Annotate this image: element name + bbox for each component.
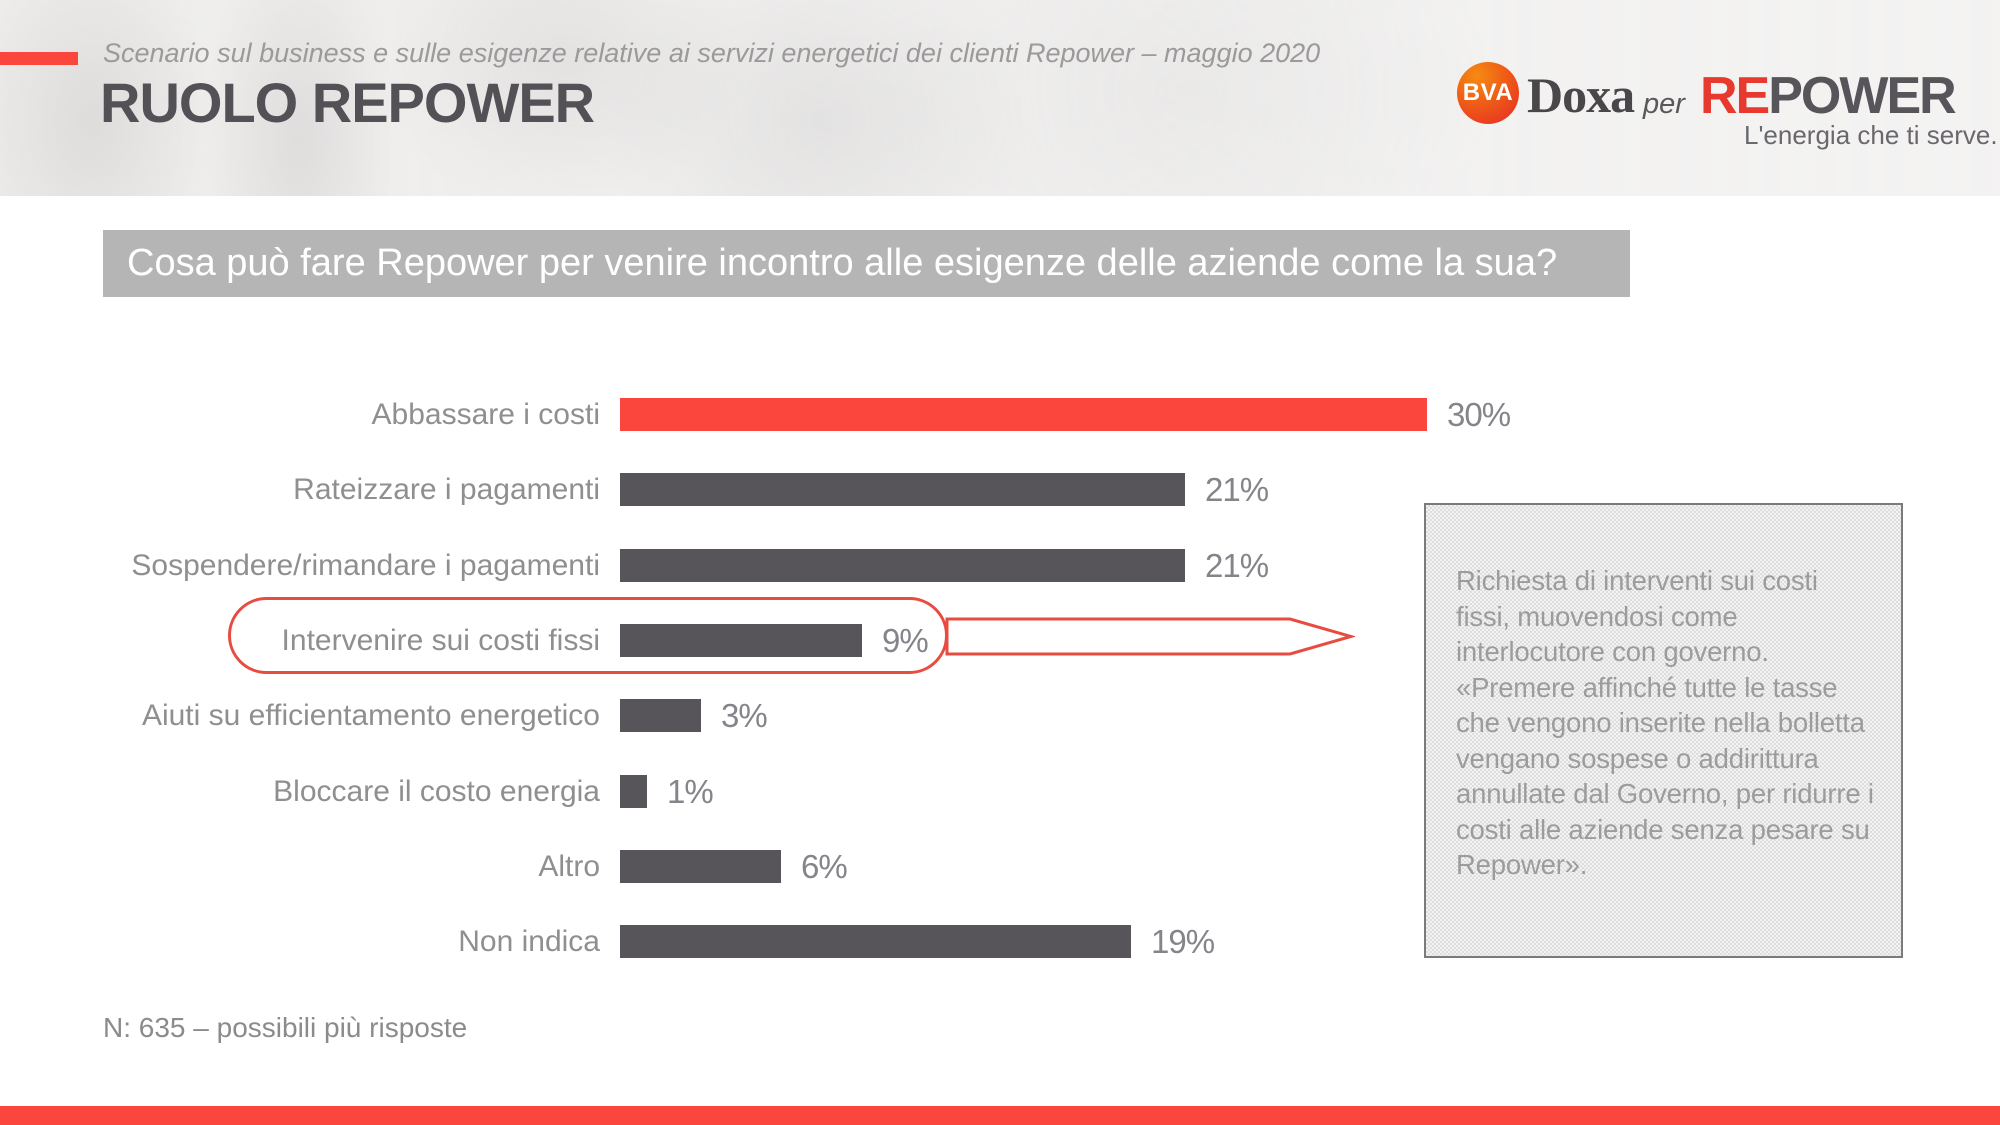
category-label: Intervenire sui costi fissi — [281, 624, 600, 657]
category-label: Non indica — [458, 925, 600, 958]
bar — [620, 699, 701, 732]
category-label: Rateizzare i pagamenti — [293, 473, 600, 506]
value-label: 6% — [801, 848, 848, 885]
bar — [620, 850, 781, 883]
callout-arrow — [945, 617, 1355, 656]
bar — [620, 624, 862, 657]
category-label: Altro — [538, 850, 600, 883]
category-label: Abbassare i costi — [371, 398, 600, 431]
chart-row: Rateizzare i pagamenti 21% — [0, 473, 2000, 506]
bar — [620, 549, 1185, 582]
repower-logo-power: POWER — [1768, 67, 1956, 125]
repower-logo: REPOWER — [1700, 66, 1957, 126]
value-label: 30% — [1447, 396, 1511, 433]
question-banner: Cosa può fare Repower per venire incontr… — [103, 230, 1630, 297]
value-label: 3% — [721, 697, 768, 734]
value-label: 1% — [667, 773, 714, 810]
chart-row: Abbassare i costi 30% — [0, 398, 2000, 431]
chart-row: Sospendere/rimandare i pagamenti 21% — [0, 549, 2000, 582]
bar-highlighted — [620, 398, 1427, 431]
per-label: per — [1643, 88, 1685, 120]
highlight-ellipse — [228, 597, 948, 674]
chart-row: Non indica 19% — [0, 925, 2000, 958]
header-background-image — [0, 0, 2000, 196]
bar — [620, 473, 1185, 506]
repower-logo-re: RE — [1700, 67, 1770, 125]
bar — [620, 775, 647, 808]
value-label: 21% — [1205, 547, 1269, 584]
bar — [620, 925, 1131, 958]
red-accent-tab — [0, 52, 78, 65]
category-label: Bloccare il costo energia — [273, 775, 600, 808]
bar-chart: Abbassare i costi 30% Rateizzare i pagamen… — [0, 398, 2000, 1003]
header: Scenario sul business e sulle esigenze r… — [0, 0, 2000, 196]
category-label: Aiuti su efficientamento energetico — [141, 699, 600, 732]
footer-red-bar — [0, 1106, 2000, 1125]
chart-row: Aiuti su efficientamento energetico 3% — [0, 699, 2000, 732]
doxa-logo: Doxa — [1527, 67, 1635, 123]
chart-row: Bloccare il costo energia 1% — [0, 775, 2000, 808]
value-label: 21% — [1205, 471, 1269, 508]
slide-subtitle: Scenario sul business e sulle esigenze r… — [103, 38, 1321, 68]
quote-text: Richiesta di interventi sui costi fissi,… — [1456, 565, 1874, 880]
category-label: Sospendere/rimandare i pagamenti — [131, 549, 600, 582]
bva-logo: BVA — [1457, 62, 1519, 124]
sample-note: N: 635 – possibili più risposte — [103, 1012, 468, 1043]
value-label: 19% — [1151, 923, 1215, 960]
repower-tagline: L'energia che ti serve. — [1744, 120, 1998, 150]
bva-logo-text: BVA — [1462, 79, 1514, 106]
chart-row: Altro 6% — [0, 850, 2000, 883]
quote-box: Richiesta di interventi sui costi fissi,… — [1424, 503, 1903, 958]
page-title: RUOLO REPOWER — [100, 71, 595, 134]
